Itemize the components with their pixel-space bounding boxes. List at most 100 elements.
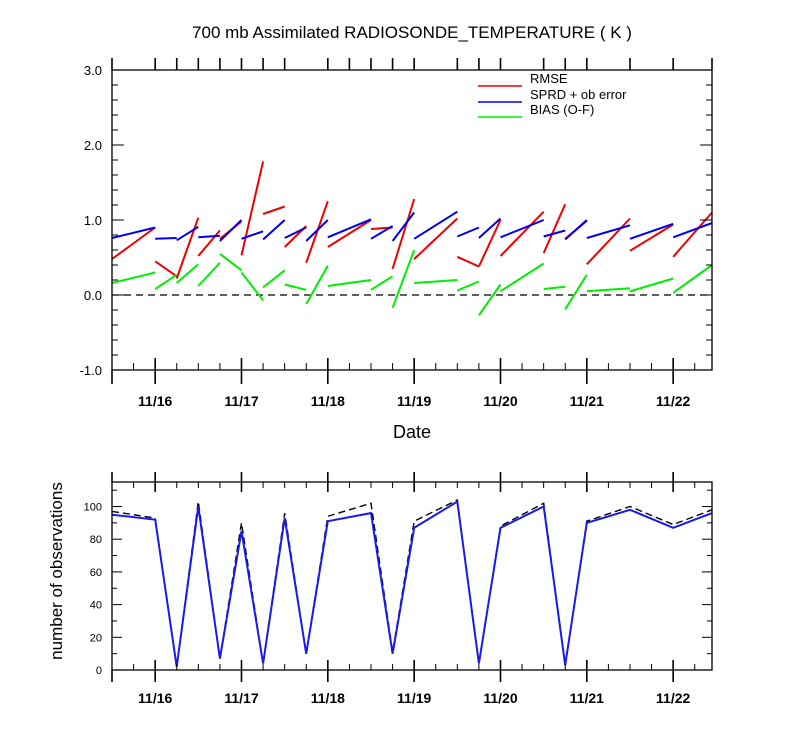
- y-tick-label: 0: [96, 665, 102, 677]
- series-segment: [327, 219, 372, 248]
- series-segment: [219, 219, 243, 242]
- series-segment: [564, 219, 588, 241]
- y-tick-label: 60: [90, 567, 102, 579]
- stats-series-lines: [111, 161, 713, 316]
- stats-x-tick-labels: 11/16 11/17 11/18 11/19 11/20 11/21 11/22: [138, 393, 690, 409]
- series-segment: [305, 219, 329, 242]
- series-bias-o-f: [111, 249, 713, 316]
- series-segment: [111, 226, 156, 260]
- series-segment: [543, 285, 566, 290]
- count-axis-ticks: [111, 472, 712, 682]
- series-segment: [391, 198, 416, 270]
- legend-entry-bias: BIAS (O-F): [478, 102, 594, 118]
- series-segment: [198, 234, 220, 239]
- series-segment: [586, 224, 631, 239]
- y-tick-label: 20: [90, 632, 102, 644]
- legend-entry-sprd: SPRD + ob error: [478, 87, 627, 103]
- series-segment: [240, 161, 265, 256]
- series-segment: [262, 219, 286, 241]
- series-segment: [284, 226, 307, 239]
- series-segment: [413, 210, 458, 240]
- chart-title: 700 mb Assimilated RADIOSONDE_TEMPERATUR…: [192, 23, 632, 42]
- series-segment: [155, 237, 177, 240]
- x-tick-label: 11/21: [570, 393, 604, 409]
- x-tick-label: 11/17: [224, 690, 258, 706]
- series-segment: [154, 273, 178, 290]
- series-segment: [456, 226, 480, 238]
- series-segment: [197, 229, 221, 257]
- series-segment: [391, 249, 416, 309]
- series-segment: [456, 280, 480, 292]
- series-segment: [219, 253, 243, 272]
- series-segment: [176, 263, 199, 284]
- series-segment: [391, 211, 415, 242]
- x-tick-label: 11/22: [656, 393, 690, 409]
- count-plot-frame: [111, 481, 713, 671]
- series-segment: [477, 219, 502, 267]
- x-tick-label: 11/16: [138, 393, 172, 409]
- series-segment: [327, 279, 372, 287]
- series-segment: [629, 277, 674, 293]
- x-tick-label: 11/21: [570, 690, 604, 706]
- x-tick-label: 11/17: [224, 393, 258, 409]
- count-y-tick-labels: 0 20 40 60 80 100: [84, 502, 102, 677]
- series-segment: [564, 274, 588, 310]
- y-tick-label: 2.0: [84, 138, 102, 153]
- series-segment: [262, 205, 286, 215]
- series-segment: [543, 229, 566, 238]
- legend: RMSE SPRD + ob error BIAS (O-F): [478, 71, 627, 118]
- series-segment: [586, 287, 631, 293]
- y-tick-label: 0.0: [84, 288, 102, 303]
- x-axis-label: Date: [393, 422, 431, 442]
- y-tick-label: 3.0: [84, 63, 102, 78]
- series-segment: [327, 218, 372, 239]
- series-segment: [176, 225, 199, 242]
- series-segment: [629, 222, 674, 240]
- x-tick-label: 11/19: [397, 393, 431, 409]
- series-segment: [111, 226, 156, 239]
- series-segment: [284, 283, 307, 291]
- series-segment: [370, 225, 394, 240]
- series-segment: [478, 217, 502, 239]
- x-tick-label: 11/18: [311, 690, 345, 706]
- x-tick-label: 11/16: [138, 690, 172, 706]
- series-segment: [262, 269, 286, 289]
- series-segment: [111, 271, 156, 284]
- stats-y-tick-labels: -1.0 0.0 1.0 2.0 3.0: [80, 63, 102, 378]
- legend-label-bias: BIAS (O-F): [530, 102, 594, 117]
- series-segment: [542, 203, 567, 254]
- series-segment: [154, 260, 178, 278]
- series-segment: [197, 262, 221, 287]
- y-tick-label: 100: [84, 502, 102, 514]
- series-segment: [499, 211, 545, 257]
- stats-axis-ticks: [111, 58, 713, 384]
- series-sprd-ob-error: [111, 210, 713, 242]
- series-segment: [500, 219, 545, 239]
- series-segment: [175, 217, 200, 279]
- y-tick-label: 80: [90, 534, 102, 546]
- legend-entry-rmse: RMSE: [478, 71, 568, 87]
- legend-label-rmse: RMSE: [530, 71, 568, 86]
- series-segment: [586, 217, 631, 265]
- series-segment: [305, 265, 329, 305]
- series-segment: [305, 200, 329, 264]
- series-segment: [499, 262, 545, 293]
- y-tick-label: -1.0: [80, 363, 102, 378]
- series-segment: [672, 222, 713, 239]
- series-segment: [370, 275, 394, 291]
- series-segment: [456, 255, 480, 268]
- stats-panel: -1.00.01.02.03.0 11/16 11/17 11/18 11/19 11/…: [80, 58, 713, 442]
- series-segment: [414, 279, 458, 284]
- count-x-tick-labels: 11/16 11/17 11/18 11/19 11/20 11/21 11/22: [138, 690, 690, 706]
- series-segment: [240, 271, 264, 301]
- series-segment: [629, 223, 674, 252]
- legend-label-sprd: SPRD + ob error: [530, 87, 627, 102]
- x-tick-label: 11/22: [656, 690, 690, 706]
- y-axis-label-observations: number of observations: [47, 482, 66, 660]
- x-tick-label: 11/20: [483, 690, 517, 706]
- x-tick-label: 11/18: [311, 393, 345, 409]
- series-assimilated-observations: [111, 499, 713, 667]
- series-segment: [672, 264, 713, 294]
